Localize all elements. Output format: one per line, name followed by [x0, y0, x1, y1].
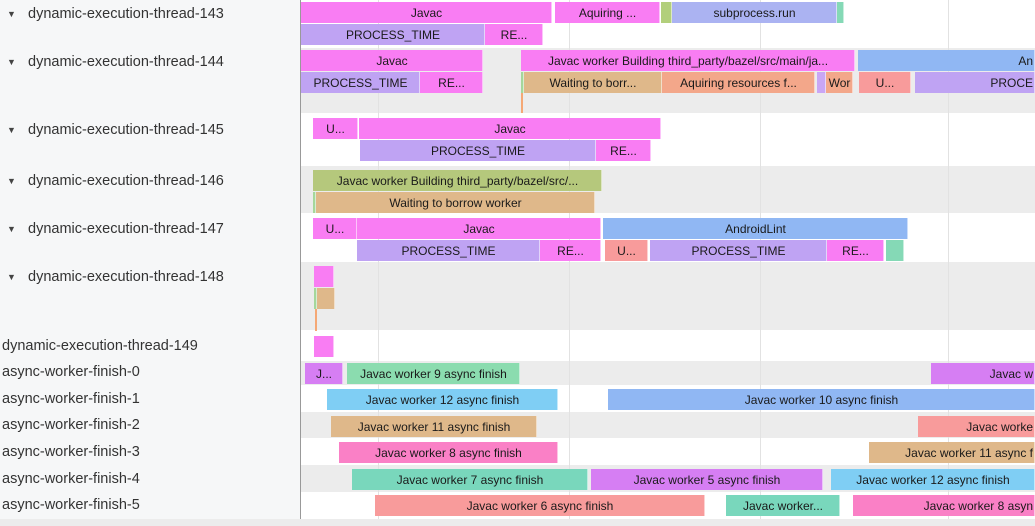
track-label-text: async-worker-finish-4	[2, 471, 140, 487]
trace-slice[interactable]: Javac worker 11 async finish	[331, 416, 537, 437]
trace-slice[interactable]: Javac	[301, 50, 483, 71]
trace-slice[interactable]: Javac worker Building third_party/bazel/…	[521, 50, 855, 71]
trace-slice[interactable]: Javac worker 11 async f	[869, 442, 1035, 463]
track-label-text: dynamic-execution-thread-146	[28, 173, 224, 189]
track-label[interactable]: ▼ dynamic-execution-thread-148	[7, 268, 224, 286]
track-label[interactable]: ▼ dynamic-execution-thread-144	[7, 53, 224, 71]
track-label-text: dynamic-execution-thread-144	[28, 54, 224, 70]
collapse-triangle-icon[interactable]: ▼	[7, 224, 16, 234]
trace-slice-sliver[interactable]	[314, 288, 317, 309]
trace-slice[interactable]: Javac w	[931, 363, 1035, 384]
trace-slice[interactable]: PROCESS_TIME	[301, 72, 420, 93]
collapse-triangle-icon[interactable]: ▼	[7, 57, 16, 67]
trace-slice[interactable]: U...	[313, 118, 358, 139]
trace-slice[interactable]: Javac worker 8 async finish	[339, 442, 558, 463]
trace-slice[interactable]: Javac worker 9 async finish	[347, 363, 520, 384]
trace-slice[interactable]: AndroidLint	[603, 218, 908, 239]
track-label[interactable]: async-worker-finish-3	[2, 443, 140, 461]
track-label[interactable]: ▼ dynamic-execution-thread-147	[7, 220, 224, 238]
trace-slice[interactable]: An	[858, 50, 1035, 71]
trace-slice-sliver[interactable]	[317, 288, 335, 309]
trace-slice[interactable]: PROCESS_TIME	[357, 240, 540, 261]
trace-slice[interactable]: Javac worker 12 async finish	[327, 389, 558, 410]
track-label-text: dynamic-execution-thread-147	[28, 221, 224, 237]
trace-slice[interactable]: U...	[313, 218, 357, 239]
trace-slice[interactable]: Javac	[357, 218, 601, 239]
trace-slice[interactable]: Javac	[359, 118, 661, 139]
trace-slice[interactable]: Waiting to borrow worker	[316, 192, 595, 213]
trace-slice[interactable]: Javac worker 5 async finish	[591, 469, 823, 490]
track-label[interactable]: ▼ dynamic-execution-thread-146	[7, 172, 224, 190]
trace-slice-sliver[interactable]	[837, 2, 844, 23]
trace-slice[interactable]: PROCESS_TIME	[360, 140, 596, 161]
gridline	[569, 0, 570, 526]
track-label-text: async-worker-finish-1	[2, 391, 140, 407]
track-label[interactable]: dynamic-execution-thread-149	[2, 337, 198, 355]
trace-slice-sliver[interactable]	[661, 2, 672, 23]
trace-slice-sliver[interactable]	[314, 336, 334, 357]
trace-slice-sliver[interactable]	[521, 72, 524, 93]
row-band	[301, 262, 1035, 330]
trace-slice[interactable]: U...	[859, 72, 911, 93]
collapse-triangle-icon[interactable]: ▼	[7, 9, 16, 19]
trace-slice[interactable]: RE...	[596, 140, 651, 161]
track-sidebar: ▼ dynamic-execution-thread-143 ▼ dynamic-ex…	[0, 0, 301, 519]
trace-slice[interactable]: PROCESS_TIME	[650, 240, 827, 261]
marker-line	[521, 93, 523, 113]
gridline	[760, 0, 761, 526]
trace-slice[interactable]: Javac worker Building third_party/bazel/…	[313, 170, 602, 191]
track-label[interactable]: async-worker-finish-5	[2, 496, 140, 514]
trace-slice[interactable]: subprocess.run	[672, 2, 837, 23]
track-label[interactable]: ▼ dynamic-execution-thread-143	[7, 5, 224, 23]
trace-slice[interactable]: Javac worker...	[726, 495, 840, 516]
track-label[interactable]: async-worker-finish-2	[2, 416, 140, 434]
track-label[interactable]: async-worker-finish-0	[2, 363, 140, 381]
collapse-triangle-icon[interactable]: ▼	[7, 176, 16, 186]
trace-slice[interactable]: J...	[305, 363, 343, 384]
trace-slice[interactable]: Javac	[301, 2, 552, 23]
row-band	[0, 519, 1035, 526]
track-label-text: dynamic-execution-thread-143	[28, 6, 224, 22]
track-label[interactable]: ▼ dynamic-execution-thread-145	[7, 121, 224, 139]
track-label[interactable]: async-worker-finish-4	[2, 470, 140, 488]
trace-slice-sliver[interactable]	[314, 266, 334, 287]
trace-slice[interactable]: RE...	[420, 72, 483, 93]
trace-slice[interactable]: Wor	[826, 72, 853, 93]
track-label-text: dynamic-execution-thread-149	[2, 338, 198, 354]
trace-slice[interactable]: Waiting to borr...	[524, 72, 662, 93]
collapse-triangle-icon[interactable]: ▼	[7, 125, 16, 135]
track-label-text: async-worker-finish-2	[2, 417, 140, 433]
track-label-text: dynamic-execution-thread-145	[28, 122, 224, 138]
trace-slice[interactable]: Javac worker 12 async finish	[831, 469, 1035, 490]
trace-slice[interactable]: U...	[605, 240, 648, 261]
trace-slice[interactable]: Javac worker 6 async finish	[375, 495, 705, 516]
trace-slice[interactable]: Javac worker 7 async finish	[352, 469, 588, 490]
track-label-text: dynamic-execution-thread-148	[28, 269, 224, 285]
trace-slice[interactable]: Javac worker 8 asyn	[853, 495, 1035, 516]
track-label-text: async-worker-finish-5	[2, 497, 140, 513]
trace-slice[interactable]: PROCESS_TIME	[301, 24, 485, 45]
trace-slice[interactable]: Aquiring resources f...	[662, 72, 815, 93]
trace-slice[interactable]: Javac worker 10 async finish	[608, 389, 1035, 410]
track-label-text: async-worker-finish-0	[2, 364, 140, 380]
trace-slice[interactable]: Javac worke	[918, 416, 1035, 437]
marker-line	[315, 309, 317, 331]
trace-slice[interactable]: PROCE	[915, 72, 1035, 93]
gridline	[948, 0, 949, 526]
collapse-triangle-icon[interactable]: ▼	[7, 272, 16, 282]
gridline	[378, 0, 379, 526]
trace-slice[interactable]: RE...	[827, 240, 884, 261]
trace-slice-sliver[interactable]	[886, 240, 904, 261]
trace-slice[interactable]: RE...	[485, 24, 543, 45]
trace-slice-sliver[interactable]	[817, 72, 826, 93]
trace-slice-sliver[interactable]	[313, 192, 316, 213]
trace-slice[interactable]: Aquiring ...	[555, 2, 660, 23]
trace-slice[interactable]: RE...	[540, 240, 601, 261]
track-label[interactable]: async-worker-finish-1	[2, 390, 140, 408]
track-label-text: async-worker-finish-3	[2, 444, 140, 460]
